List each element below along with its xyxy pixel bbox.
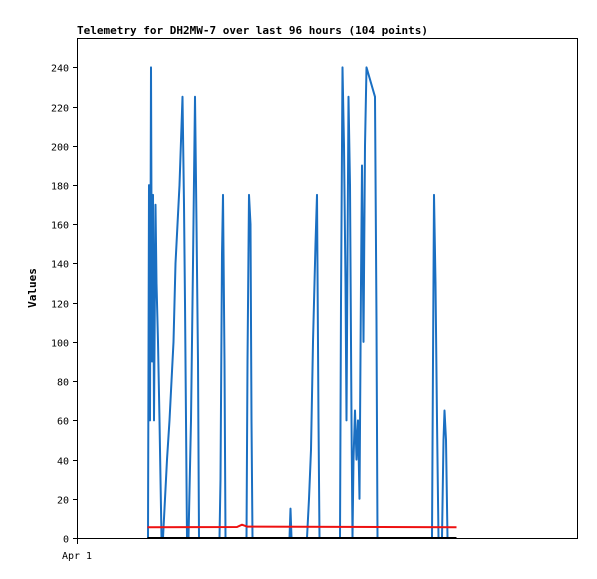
series-line-0 <box>147 66 449 539</box>
y-tick-label: 0 <box>63 535 69 546</box>
y-tick-label: 100 <box>51 339 69 350</box>
plot-frame <box>77 38 578 539</box>
y-tick-label: 160 <box>51 221 69 232</box>
y-tick-label: 60 <box>57 417 69 428</box>
y-tick-label: 140 <box>51 260 69 271</box>
series-layer <box>147 66 457 539</box>
y-tick-label: 220 <box>51 104 69 115</box>
y-tick-label: 200 <box>51 143 69 154</box>
y-tick-label: 40 <box>57 457 69 468</box>
y-tick-label: 120 <box>51 300 69 311</box>
series-line-1 <box>147 523 457 529</box>
y-axis-label: Values <box>26 268 39 308</box>
axes-layer: 0 20 40 60 80 100 120 140 160 180 200 220 240 <box>51 64 78 546</box>
y-tick-label: 240 <box>51 64 69 75</box>
y-tick-label: 80 <box>57 378 69 389</box>
chart-title: Telemetry for DH2MW-7 over last 96 hours… <box>77 24 428 37</box>
y-tick-label: 180 <box>51 182 69 193</box>
x-tick-label: Apr 1 <box>62 551 92 562</box>
y-tick-label: 20 <box>57 496 69 507</box>
